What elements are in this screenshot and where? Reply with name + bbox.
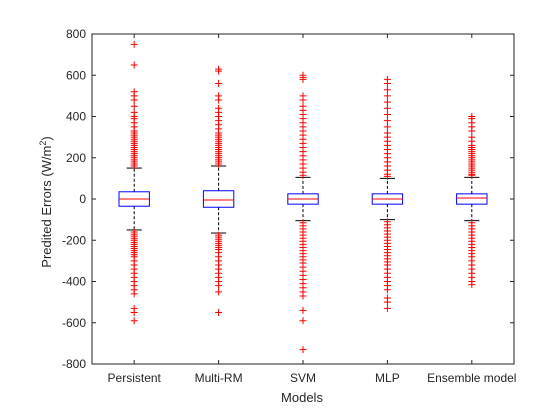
outlier-marker: [299, 75, 307, 83]
outlier-marker: [215, 80, 223, 87]
y-tick-label: 200: [66, 151, 86, 165]
outlier-marker: [383, 117, 391, 125]
outlier-marker: [215, 96, 223, 104]
x-tick-label: Ensemble model: [427, 371, 516, 385]
outlier-marker: [383, 123, 391, 131]
outlier-marker: [383, 92, 391, 100]
y-axis-label-main: Predited Errors (W/m: [39, 146, 54, 268]
outlier-marker: [468, 171, 476, 179]
box-group-ensemble-model: [456, 113, 488, 289]
outlier-marker: [215, 308, 223, 316]
box: [202, 190, 235, 208]
outlier-marker: [383, 304, 391, 312]
box-group-persistent: [118, 40, 150, 325]
x-axis-label: Models: [281, 390, 323, 405]
outlier-marker: [130, 40, 138, 48]
y-tick-label: -600: [62, 316, 86, 330]
x-tick-label: SVM: [290, 371, 316, 385]
outlier-marker: [215, 160, 223, 168]
y-tick-label: -400: [62, 275, 86, 289]
outlier-marker: [130, 317, 138, 325]
outlier-marker: [130, 61, 138, 69]
box: [456, 193, 488, 205]
y-tick-label: 600: [66, 68, 86, 82]
outlier-marker: [299, 96, 307, 104]
outlier-marker: [130, 96, 138, 104]
box-group-svm: [287, 71, 319, 354]
outlier-marker: [299, 346, 307, 354]
y-axis-label-suffix: ): [39, 136, 54, 140]
outlier-marker: [130, 162, 138, 170]
outlier-marker: [130, 102, 138, 110]
outlier-marker: [130, 290, 138, 298]
y-axis-label-superscript: 2: [38, 141, 48, 146]
y-axis-label: Predited Errors (W/m2): [38, 136, 54, 267]
box-group-multi-rm: [202, 65, 235, 316]
outlier-marker: [383, 104, 391, 112]
axes: -800 -600 -400 -200 0 200 400 600 800 Persistent M…: [62, 27, 517, 385]
outlier-marker: [468, 127, 476, 135]
x-tick-label: MLP: [375, 371, 400, 385]
outlier-marker: [215, 282, 223, 290]
outlier-marker: [468, 281, 476, 289]
outlier-marker: [383, 86, 391, 94]
plot-marks: [118, 40, 488, 354]
outlier-marker: [130, 308, 138, 316]
outlier-marker: [299, 306, 307, 314]
outlier-marker: [383, 98, 391, 106]
y-tick-label: 800: [66, 27, 86, 41]
outlier-marker: [299, 317, 307, 325]
x-tick-label: Persistent: [108, 371, 162, 385]
y-tick-label: 400: [66, 110, 86, 124]
box-group-mlp: [371, 75, 404, 312]
outlier-marker: [299, 171, 307, 179]
outlier-marker: [383, 172, 391, 180]
outlier-marker: [383, 298, 391, 306]
outlier-marker: [383, 110, 391, 118]
x-tick-label: Multi-RM: [195, 371, 243, 385]
y-tick-label: -800: [62, 357, 86, 371]
y-tick-label: 0: [79, 192, 86, 206]
outlier-marker: [299, 292, 307, 300]
y-tick-label: -200: [62, 233, 86, 247]
outlier-marker: [383, 80, 391, 87]
outlier-marker: [215, 67, 223, 75]
outlier-marker: [383, 286, 391, 294]
outlier-marker: [215, 288, 223, 296]
